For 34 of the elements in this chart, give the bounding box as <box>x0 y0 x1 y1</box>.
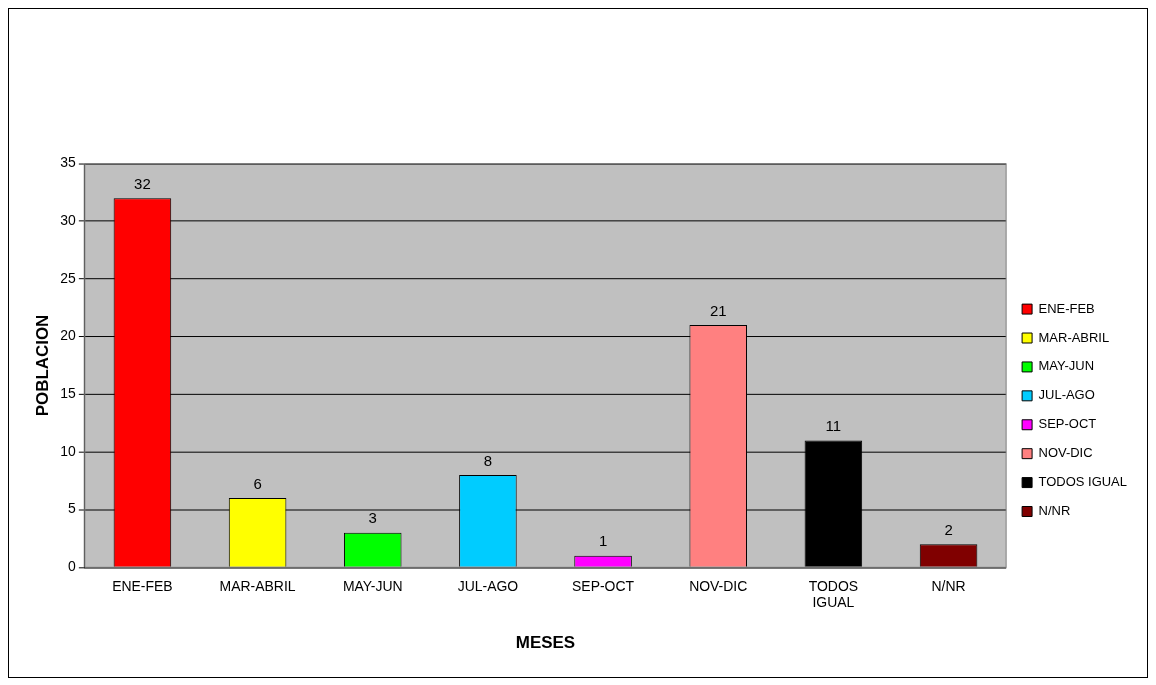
data-label: 21 <box>709 301 727 319</box>
x-axis-title: MESES <box>515 632 576 652</box>
x-tick-label: JUL-AGO <box>457 577 519 594</box>
legend-label: JUL-AGO <box>1038 387 1095 403</box>
x-tick-label: ENE-FEB <box>112 577 173 594</box>
data-label: 2 <box>944 520 953 538</box>
y-tick-label: 25 <box>60 269 77 286</box>
y-tick-label: 35 <box>60 154 77 171</box>
data-label: 6 <box>253 474 262 492</box>
y-tick-label: 0 <box>68 558 77 575</box>
y-tick-label: 30 <box>60 212 77 229</box>
x-tick-label: SEP-OCT <box>572 577 635 594</box>
legend-label: TODOS IGUAL <box>1038 474 1127 490</box>
y-tick-label: 20 <box>60 327 77 344</box>
legend-label: N/NR <box>1038 503 1071 519</box>
data-label: 11 <box>825 417 842 435</box>
y-axis-title: POBLACION <box>32 314 52 417</box>
x-tick-label: N/NR <box>931 577 966 594</box>
y-tick-label: 5 <box>68 500 77 517</box>
data-label: 1 <box>598 532 608 550</box>
legend-label: MAY-JUN <box>1038 358 1095 374</box>
data-label: 32 <box>134 174 151 192</box>
legend-label: MAR-ABRIL <box>1038 329 1110 345</box>
legend-label: SEP-OCT <box>1038 416 1097 432</box>
y-tick-label: 15 <box>60 385 77 402</box>
x-tick-label: NOV-DIC <box>689 577 748 594</box>
legend-label: NOV-DIC <box>1038 445 1093 461</box>
legend-label: ENE-FEB <box>1038 300 1095 316</box>
x-tick-label: TODOS IGUAL <box>808 577 859 611</box>
x-tick-label: MAR-ABRIL <box>219 577 296 594</box>
data-label: 3 <box>368 509 377 527</box>
x-tick-label: MAY-JUN <box>342 577 403 594</box>
data-label: 8 <box>483 451 493 469</box>
y-tick-label: 10 <box>60 442 77 459</box>
